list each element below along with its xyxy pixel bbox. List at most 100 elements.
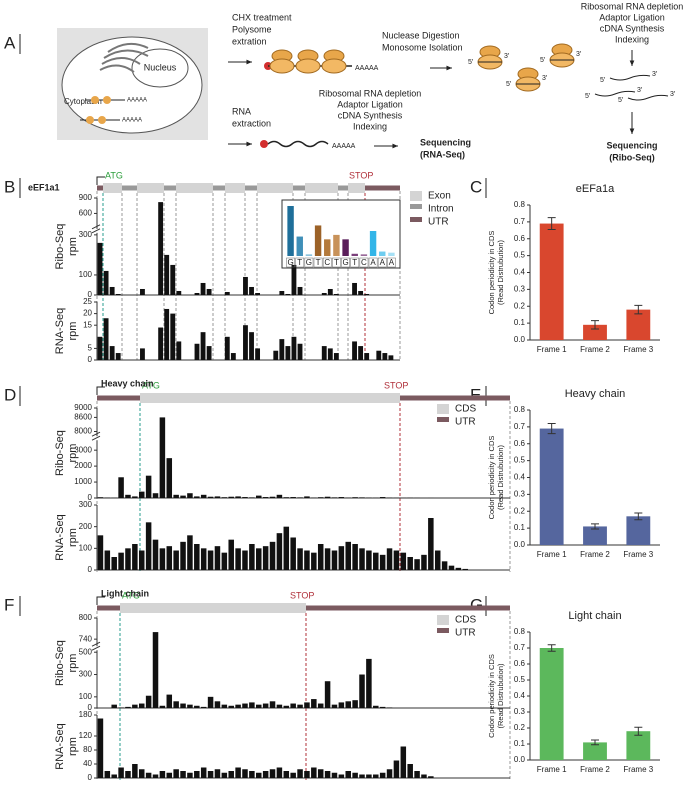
- legend-swatch: [437, 615, 449, 625]
- panel-label: F: [4, 595, 14, 614]
- x-tick-label: Frame 1: [537, 765, 567, 774]
- coverage-bar: [187, 772, 193, 778]
- coverage-bar: [276, 704, 283, 708]
- stop-label: STOP: [290, 590, 314, 600]
- coverage-bar: [138, 491, 145, 498]
- coverage-bar: [180, 541, 186, 570]
- coverage-bar: [166, 772, 173, 778]
- coverage-bar: [338, 497, 345, 498]
- ribosome: [86, 116, 94, 124]
- coverage-bar: [297, 704, 303, 708]
- exon: [137, 183, 164, 193]
- error-bar: [547, 423, 556, 435]
- y-tick-label: 0: [88, 565, 93, 574]
- coverage-bar: [104, 550, 111, 570]
- coverage-bar: [290, 703, 296, 708]
- coverage-bar: [434, 550, 441, 570]
- bar: [369, 231, 377, 256]
- coverage-bar: [243, 325, 248, 360]
- coverage-bar: [400, 552, 407, 570]
- coverage-bar: [285, 293, 291, 295]
- bar: [626, 516, 651, 545]
- bar: [287, 206, 294, 256]
- ribosome: [269, 58, 295, 74]
- coverage-bar: [304, 496, 310, 498]
- x-tick-label: T: [316, 258, 321, 267]
- coverage-bar: [359, 674, 365, 708]
- coverage-bar: [194, 292, 200, 295]
- coverage-bar: [333, 293, 339, 295]
- coverage-bar: [324, 548, 331, 570]
- coverage-bar: [285, 346, 291, 360]
- coverage-bar: [297, 286, 303, 295]
- cap: [260, 140, 268, 148]
- coverage-bar: [311, 767, 317, 778]
- y-axis-label: RNA-Seq: [54, 308, 66, 354]
- step-text: cDNA Synthesis: [600, 23, 665, 33]
- coverage-bar: [327, 348, 333, 360]
- exon: [305, 183, 338, 193]
- legend-label: UTR: [428, 217, 449, 228]
- coverage-bar: [249, 332, 254, 360]
- coverage-bar: [228, 705, 234, 708]
- coverage-bar: [379, 554, 386, 570]
- error-bar: [634, 512, 643, 521]
- coverage-bar: [317, 703, 324, 708]
- coverage-bar: [173, 769, 179, 778]
- utr: [97, 605, 120, 611]
- y-tick-label: 80: [83, 745, 92, 754]
- x-tick-label: C: [361, 258, 367, 267]
- coverage-bar: [276, 494, 283, 498]
- coverage-bar: [283, 705, 290, 708]
- y-axis-label: rpm: [67, 528, 79, 547]
- coverage-bar: [194, 496, 200, 498]
- y-axis-label: Ribo-Seq: [54, 430, 66, 476]
- step-text: Monosome Isolation: [382, 42, 463, 52]
- error-bar: [634, 304, 643, 315]
- coverage-bar: [235, 704, 241, 708]
- y-tick-label: 40: [83, 759, 92, 768]
- stop-label: STOP: [384, 380, 408, 390]
- bar: [379, 251, 386, 256]
- fragment: [627, 94, 669, 101]
- coverage-bar: [115, 293, 121, 295]
- y-tick-label: 0.8: [514, 627, 526, 636]
- coverage-bar: [256, 772, 262, 778]
- end-label: 5′: [585, 93, 591, 100]
- coverage-bar: [297, 548, 303, 570]
- x-tick-label: G: [342, 258, 348, 267]
- x-tick-label: T: [352, 258, 357, 267]
- coverage-bar: [194, 544, 200, 570]
- coverage-bar: [145, 522, 152, 570]
- x-tick-label: Frame 2: [580, 765, 610, 774]
- coverage-bar: [256, 495, 262, 498]
- letter-box: [286, 257, 295, 268]
- coverage-bar: [291, 336, 297, 360]
- coverage-bar: [262, 546, 269, 570]
- coverage-bar: [170, 264, 176, 295]
- y-tick-label: 0.1: [514, 523, 526, 532]
- letter-box: [377, 257, 387, 268]
- stop-label: STOP: [349, 170, 373, 180]
- coverage-bar: [279, 339, 285, 360]
- coverage-bar: [249, 771, 255, 778]
- coverage-bar: [166, 694, 173, 708]
- coverage-bar: [345, 701, 351, 708]
- y-tick-label: 120: [79, 731, 93, 740]
- coverage-bar: [221, 497, 228, 498]
- coverage-bar: [249, 497, 255, 498]
- panel-label: B: [4, 177, 15, 196]
- y-axis-label: rpm: [67, 237, 79, 256]
- poly-a: AAAAA: [127, 98, 147, 104]
- letter-box: [322, 257, 332, 268]
- step-text: Ribosomal RNA depletion: [319, 88, 422, 98]
- y-tick-label: 0: [88, 355, 93, 364]
- bar: [360, 254, 368, 256]
- axis-break: [91, 641, 101, 647]
- coverage-bar: [166, 458, 173, 498]
- x-tick-label: Frame 3: [623, 765, 653, 774]
- chart-title: Light chain: [568, 610, 621, 622]
- y-tick-label: 0.1: [514, 318, 526, 327]
- y-tick-label: 8000: [74, 427, 92, 436]
